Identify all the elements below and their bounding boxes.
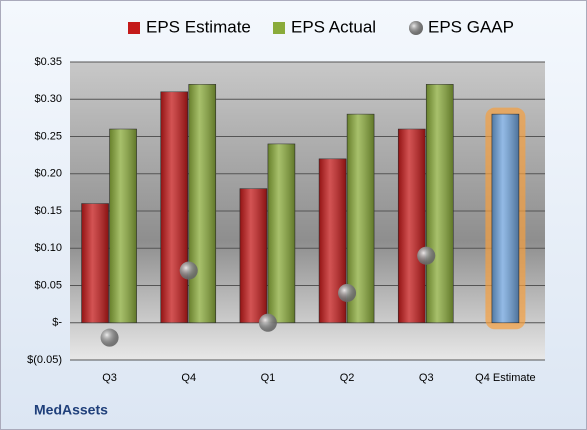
gaap-marker-shine <box>338 283 357 302</box>
bar-shine <box>491 114 519 323</box>
legend-marker <box>273 22 285 34</box>
legend-label: EPS Estimate <box>146 17 251 36</box>
y-tick-label: $0.05 <box>34 279 62 291</box>
bar-shine <box>81 203 109 323</box>
y-tick-label: $0.20 <box>34 168 62 180</box>
x-tick-label: Q3 <box>102 372 117 384</box>
gaap-marker-shine <box>179 261 198 280</box>
y-tick-label: $- <box>52 317 62 329</box>
bar-shine <box>239 188 267 323</box>
gaap-marker-shine <box>417 246 436 265</box>
y-tick-label: $0.35 <box>34 56 62 68</box>
bar-shine <box>398 129 426 323</box>
y-tick-label: $0.15 <box>34 205 62 217</box>
legend-marker <box>128 22 140 34</box>
bar-glow <box>485 107 526 330</box>
y-tick-label: $0.30 <box>34 93 62 105</box>
y-tick-label: $0.10 <box>34 242 62 254</box>
y-tick-label: $(0.05) <box>27 354 62 366</box>
legend-label: EPS GAAP <box>428 17 514 36</box>
bar-shine <box>426 84 454 323</box>
x-tick-label: Q4 Estimate <box>475 372 536 384</box>
x-tick-label: Q2 <box>340 372 355 384</box>
x-tick-label: Q3 <box>419 372 434 384</box>
x-tick-label: Q4 <box>181 372 196 384</box>
legend-label: EPS Actual <box>291 17 376 36</box>
y-tick-label: $0.25 <box>34 130 62 142</box>
bar-shine <box>267 143 295 323</box>
x-tick-label: Q1 <box>261 372 276 384</box>
bar-shine <box>188 84 216 323</box>
legend-marker-shine <box>409 21 423 35</box>
gaap-marker-shine <box>258 313 277 332</box>
bar-shine <box>160 91 188 323</box>
footer: MedAssets <box>34 402 108 418</box>
bar-shine <box>109 129 137 323</box>
gaap-marker-shine <box>100 328 119 347</box>
